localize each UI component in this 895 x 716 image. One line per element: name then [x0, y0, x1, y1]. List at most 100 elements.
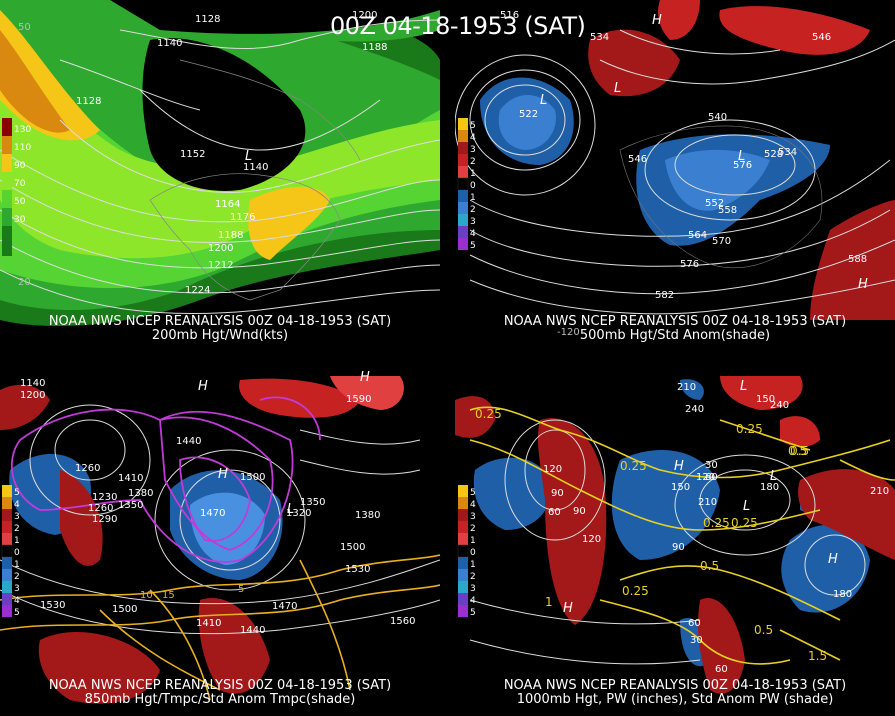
anom-negative-central-inner — [190, 492, 265, 565]
main-title: 00Z 04-18-1953 (SAT) — [330, 12, 586, 40]
colorbar-tick-label: 4 — [470, 596, 476, 606]
low-pressure-marker: L — [743, 499, 750, 514]
height-contour-label: 30 — [705, 460, 718, 471]
height-contour-label: 1140 — [157, 38, 182, 49]
height-contour-label: 1380 — [355, 510, 380, 521]
colorbar-tick-label: 2 — [470, 157, 476, 167]
height-contour-label: 1440 — [176, 436, 201, 447]
high-pressure-marker: H — [674, 459, 684, 474]
pw-contour-label: 1 — [545, 595, 553, 609]
height-contour-label: 588 — [848, 254, 867, 265]
anom-positive-top — [658, 0, 700, 40]
latitude-label: 50 — [18, 22, 31, 33]
anom-positive-east — [798, 469, 895, 560]
anom-positive-north — [588, 29, 680, 97]
pw-contour-label: 0.25 — [703, 516, 730, 530]
anom-positive-east — [810, 200, 895, 320]
height-contour-label: 60 — [705, 472, 718, 483]
temperature-contour-label: 5 — [238, 584, 244, 595]
height-contour-label: 1380 — [128, 488, 153, 499]
colorbar-tick-label: 1 — [470, 560, 476, 570]
colorbar-tick-label: 4 — [14, 500, 20, 510]
height-contour-label: 534 — [590, 32, 609, 43]
height-contour-label: 534 — [778, 147, 797, 158]
high-pressure-marker: H — [360, 370, 370, 385]
wind-colorbar — [2, 118, 12, 256]
panel-1000mb-title-line1: NOAA NWS NCEP REANALYSIS 00Z 04-18-1953 … — [503, 678, 847, 693]
height-contour-label: 1152 — [180, 149, 205, 160]
height-contour-label: 150 — [756, 394, 775, 405]
height-contour-label: 546 — [628, 154, 647, 165]
colorbar-tick-label: 5 — [470, 488, 476, 498]
anom-negative-west-inner — [498, 95, 556, 150]
height-contour-label: 120 — [696, 472, 715, 483]
height-contour-label: 1410 — [118, 473, 143, 484]
height-contour-label: 552 — [705, 198, 724, 209]
height-contour-label: 1500 — [240, 472, 265, 483]
high-pressure-marker: H — [563, 601, 573, 616]
temperature-contour-label: 10 — [140, 590, 153, 601]
colorbar-tick-label: 4 — [470, 500, 476, 510]
height-contour-label: 150 — [671, 482, 690, 493]
pw-contour-label: 0.25 — [622, 584, 649, 598]
height-contour-label: 1470 — [272, 601, 297, 612]
colorbar-tick-label: 5 — [470, 241, 476, 251]
height-contour-label: 1440 — [240, 625, 265, 636]
temperature-contour-label: 15 — [162, 590, 175, 601]
height-contour-label: 60 — [688, 618, 701, 629]
anom-positive-northeast — [330, 376, 404, 410]
colorbar-tick-label: 1 — [470, 536, 476, 546]
height-contour-label: 1530 — [345, 564, 370, 575]
height-contour-label: 546 — [812, 32, 831, 43]
height-contour-label: 516 — [500, 10, 519, 21]
height-contour-label: 60 — [548, 507, 561, 518]
anom-positive-northwest — [60, 470, 103, 566]
anom-colorbar — [1, 485, 13, 617]
height-contour-label: 1470 — [200, 508, 225, 519]
anom-positive-north — [239, 378, 360, 418]
colorbar-tick-label: 0 — [470, 181, 476, 191]
pw-contour-label: 0.5 — [788, 444, 807, 458]
height-contour-label: 1560 — [390, 616, 415, 627]
pw-contour-label: 0.5 — [754, 623, 773, 637]
height-contour-label: 1212 — [208, 260, 233, 271]
anom-positive-west — [537, 418, 607, 625]
colorbar-tick-label: 1 — [14, 536, 20, 546]
height-contour-label: 1188 — [362, 42, 387, 53]
colorbar-tick-label: 130 — [14, 125, 31, 135]
high-pressure-marker: H — [652, 13, 662, 28]
height-contour-label: 180 — [760, 482, 779, 493]
height-contour-label: 90 — [573, 506, 586, 517]
wind-shade-dark-top — [110, 0, 440, 34]
anom-positive-northeast — [719, 6, 870, 55]
height-contour-label: 1410 — [196, 618, 221, 629]
low-pressure-marker: L — [540, 93, 547, 108]
colorbar-tick-label: 3 — [470, 512, 476, 522]
height-contour-label: 1500 — [112, 604, 137, 615]
colorbar-tick-label: 2 — [14, 524, 20, 534]
colorbar-tick-label: 3 — [470, 584, 476, 594]
wind-shade-orange — [0, 30, 70, 133]
panel-1000mb-title-line2: 1000mb Hgt, PW (inches), Std Anom PW (sh… — [516, 692, 834, 707]
colorbar-tick-label: 90 — [14, 161, 26, 171]
colorbar-tick-label: 5 — [470, 121, 476, 131]
height-contour-label: 120 — [582, 534, 601, 545]
panel-850mb-map: 5432101234511401200126012301260129014101… — [0, 370, 440, 716]
anom-negative-central — [611, 450, 720, 560]
panel-500mb-title-line2: 500mb Hgt/Std Anom(shade) — [579, 328, 771, 343]
height-contour-label: 1260 — [88, 503, 113, 514]
height-contour-label: 1230 — [92, 492, 117, 503]
low-pressure-marker: L — [738, 149, 745, 164]
panel-200mb-title: NOAA NWS NCEP REANALYSIS 00Z 04-18-1953 … — [0, 315, 440, 343]
panel-850mb-title: NOAA NWS NCEP REANALYSIS 00Z 04-18-1953 … — [0, 679, 440, 707]
low-pressure-marker: L — [287, 502, 294, 517]
high-pressure-marker: H — [218, 467, 228, 482]
height-contour-label: 210 — [870, 486, 889, 497]
colorbar-tick-label: 2 — [470, 572, 476, 582]
low-pressure-marker: L — [245, 149, 252, 164]
colorbar-tick-label: 70 — [14, 179, 26, 189]
height-contour-label: 1164 — [215, 199, 240, 210]
height-contour-label: 240 — [685, 404, 704, 415]
panel-200mb-title-line1: NOAA NWS NCEP REANALYSIS 00Z 04-18-1953 … — [48, 314, 392, 329]
